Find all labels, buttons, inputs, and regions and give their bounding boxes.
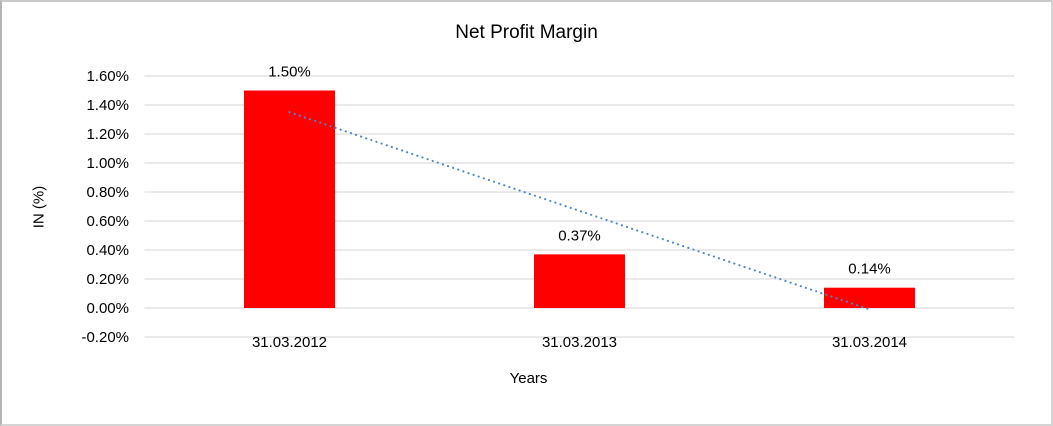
y-tick-label: 0.60% — [86, 213, 129, 230]
y-tick-label: 0.20% — [86, 271, 129, 288]
bar — [824, 287, 915, 308]
data-label: 0.14% — [848, 261, 891, 278]
y-tick-label: 0.80% — [86, 184, 129, 201]
data-label: 0.37% — [558, 227, 601, 244]
y-tick-label: -0.20% — [81, 329, 129, 346]
x-tick-label: 31.03.2012 — [252, 334, 327, 351]
y-tick-label: 1.20% — [86, 126, 129, 143]
chart-title: Net Profit Margin — [455, 22, 598, 43]
x-tick-label: 31.03.2013 — [542, 334, 617, 351]
bar — [534, 254, 625, 308]
trendline — [288, 111, 871, 311]
y-tick-label: 0.40% — [86, 242, 129, 259]
y-tick-label: 1.60% — [86, 68, 129, 85]
data-label: 1.50% — [268, 64, 311, 81]
x-tick-label: 31.03.2014 — [832, 334, 907, 351]
y-tick-label: 0.00% — [86, 300, 129, 317]
y-tick-label: 1.00% — [86, 155, 129, 172]
x-axis-title: Years — [509, 370, 548, 387]
bar — [244, 90, 335, 308]
y-tick-label: 1.40% — [86, 97, 129, 114]
